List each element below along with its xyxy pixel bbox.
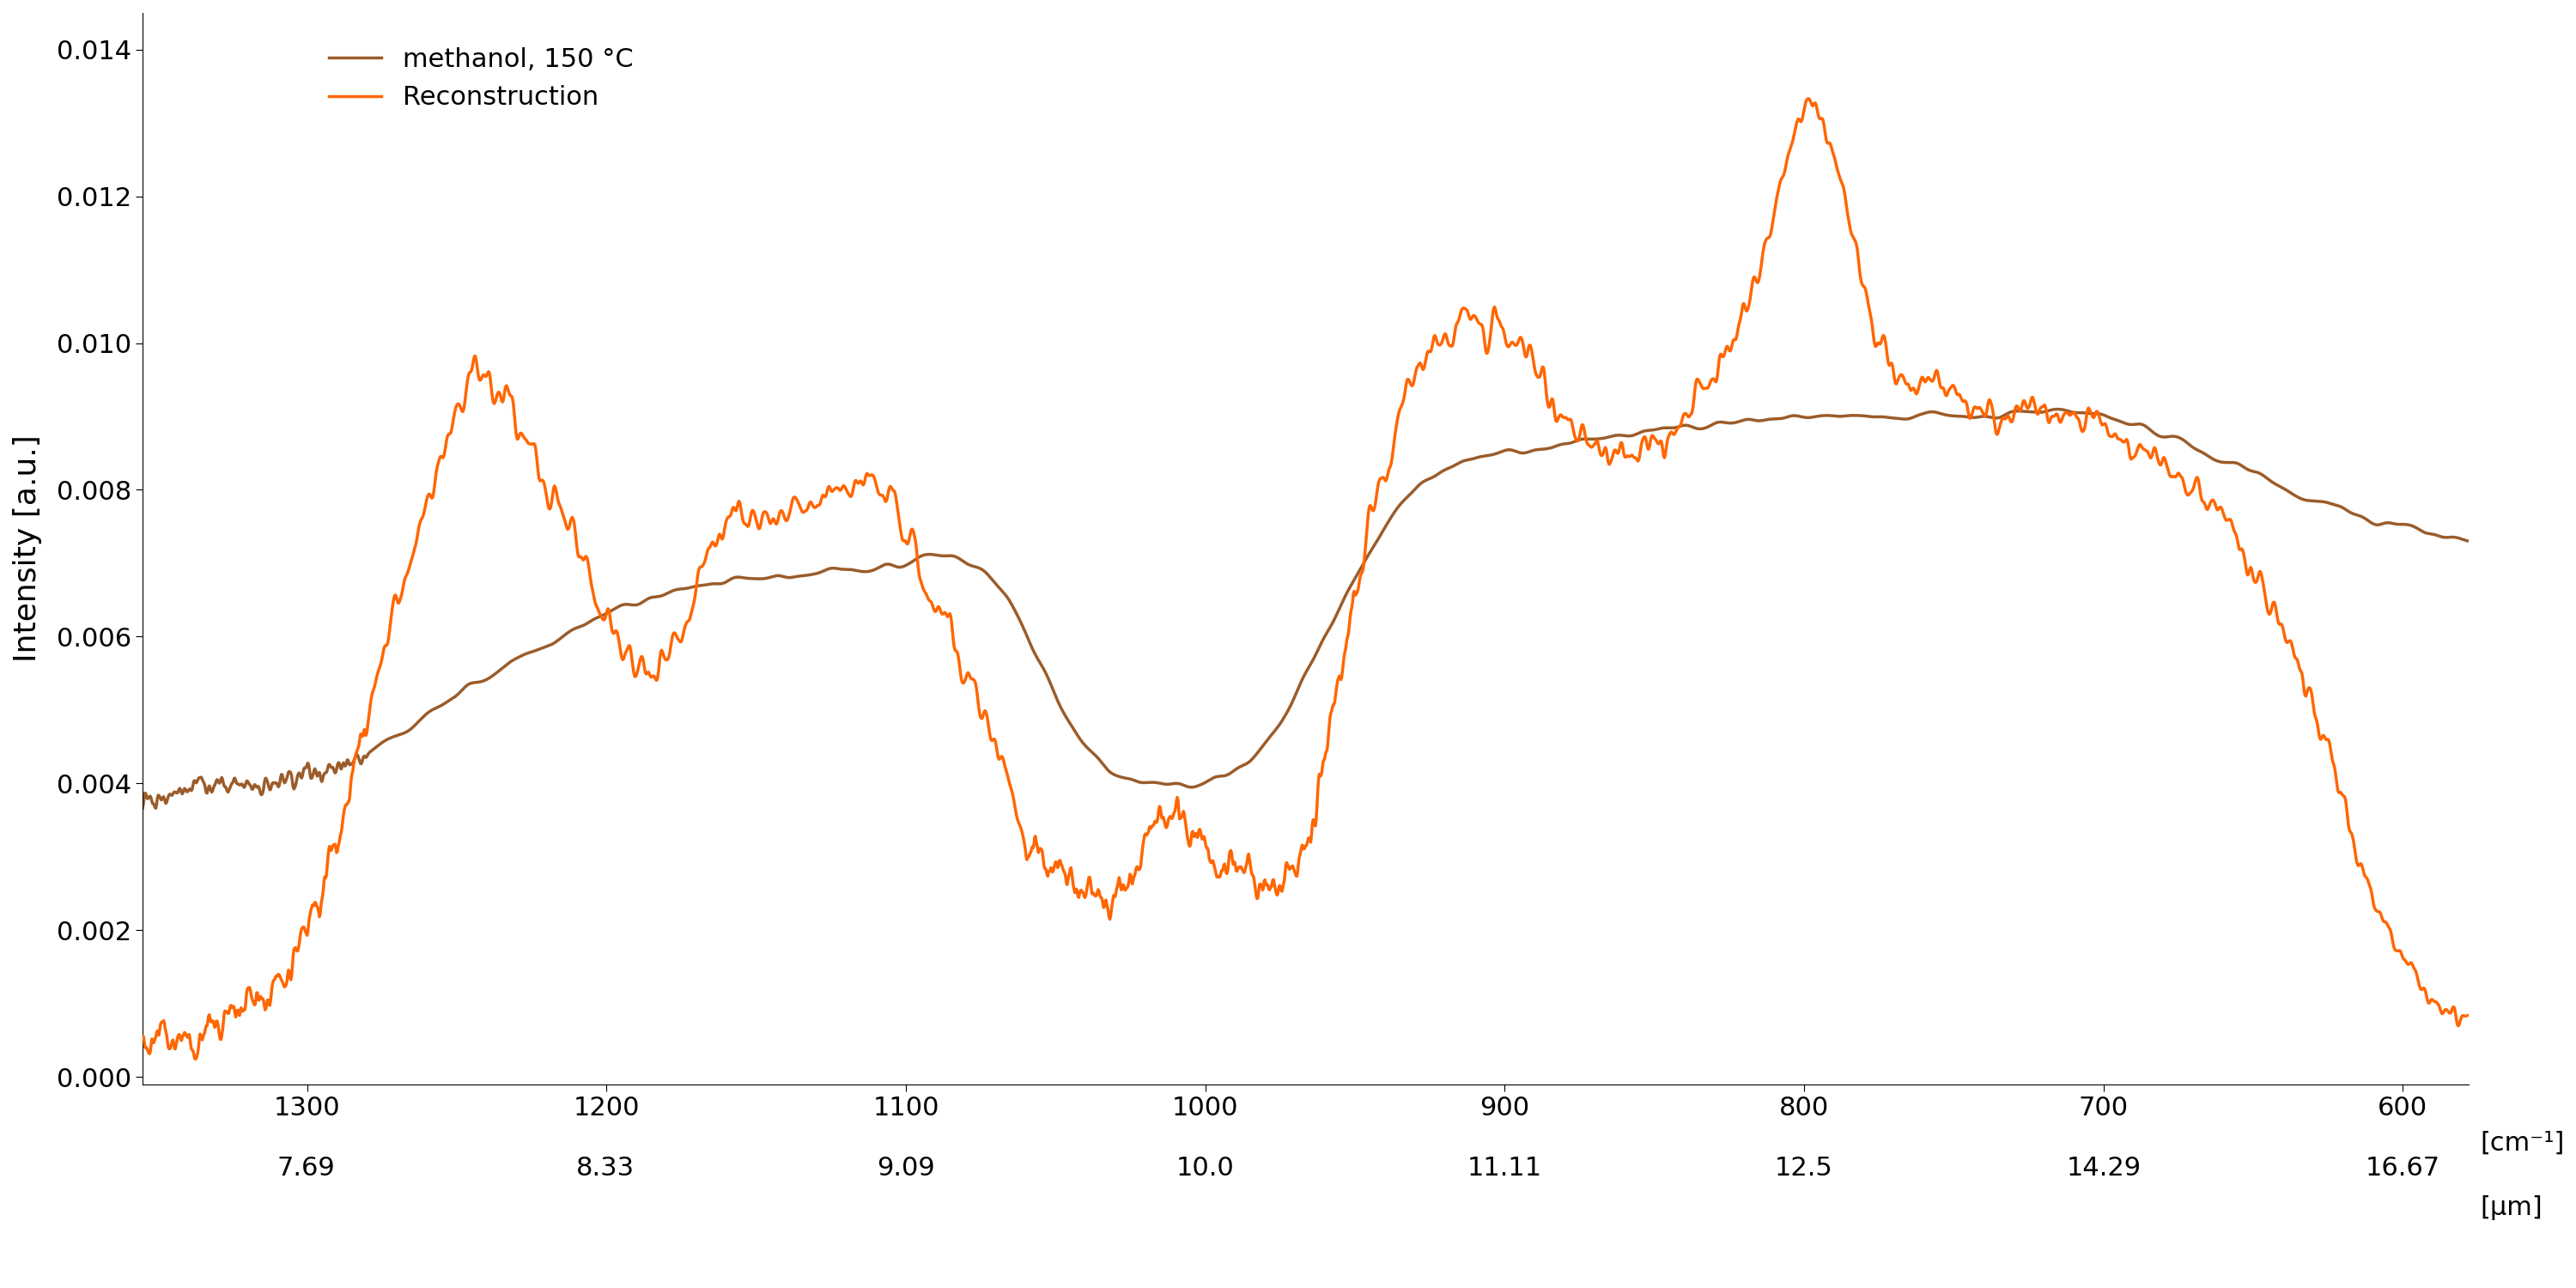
Reconstruction [180,1051,211,1066]
Reconstruction [2159,469,2190,484]
Text: [cm⁻¹]: [cm⁻¹] [2481,1131,2566,1155]
Reconstruction [394,562,425,577]
Line: Reconstruction: Reconstruction [142,99,2468,1059]
methanol, 150 °C [1121,773,1151,788]
methanol, 150 °C [392,724,422,739]
methanol, 150 °C [2452,533,2483,549]
Reconstruction [126,1029,157,1045]
Reconstruction [1020,828,1051,844]
methanol, 150 °C [2409,524,2439,540]
methanol, 150 °C [531,639,562,654]
Reconstruction [531,491,562,506]
Text: [µm]: [µm] [2481,1195,2543,1220]
methanol, 150 °C [2159,429,2190,444]
Legend: methanol, 150 °C, Reconstruction: methanol, 150 °C, Reconstruction [319,37,644,121]
methanol, 150 °C [2043,402,2074,417]
Reconstruction [2452,1007,2483,1023]
Y-axis label: Intensity [a.u.]: Intensity [a.u.] [13,435,41,662]
Reconstruction [2409,980,2439,996]
Reconstruction [1793,91,1824,107]
Line: methanol, 150 °C: methanol, 150 °C [142,410,2468,809]
Reconstruction [1121,860,1151,876]
methanol, 150 °C [126,801,157,817]
methanol, 150 °C [1020,645,1051,661]
